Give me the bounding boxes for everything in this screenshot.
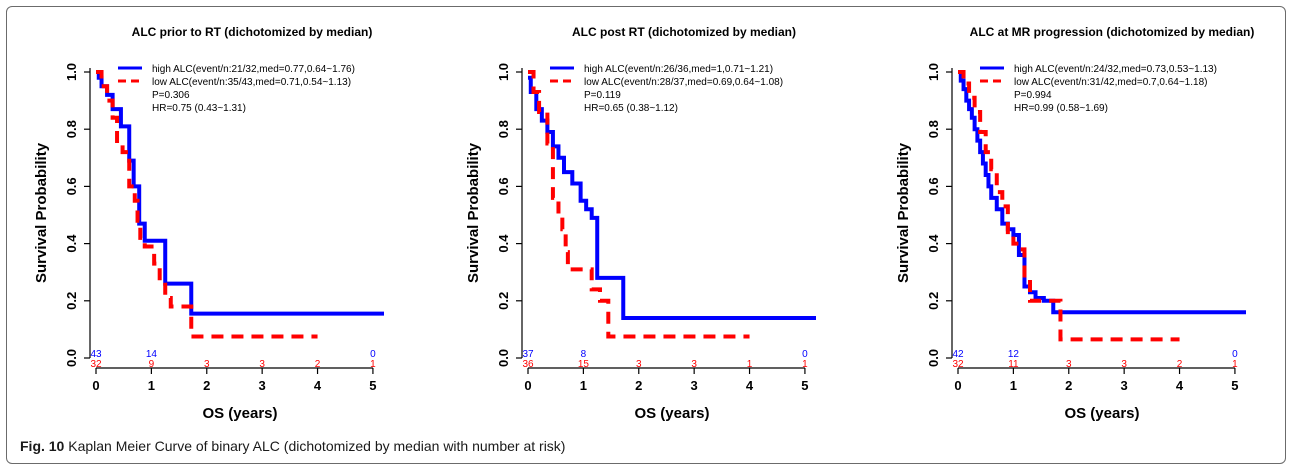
y-tick-label: 1.0 — [926, 63, 941, 81]
km-panel-post-rt: ALC post RT (dichotomized by median) 0.0 0… — [465, 25, 816, 422]
y-tick-label: 0.6 — [64, 177, 79, 195]
y-tick-label: 0.4 — [926, 234, 941, 253]
x-axis-label: OS (years) — [634, 405, 709, 422]
legend-entry: high ALC(event/n:21/32,med=0.77,0.64~1.7… — [152, 64, 355, 75]
at-risk-low: 11 — [1008, 359, 1019, 370]
x-tick-label: 2 — [203, 378, 210, 393]
figure-caption: Fig. 10 Kaplan Meier Curve of binary ALC… — [20, 438, 565, 454]
at-risk-low: 1 — [1232, 359, 1238, 370]
y-tick-label: 0.4 — [64, 234, 79, 253]
y-tick-label: 0.2 — [496, 292, 511, 310]
legend-stat: P=0.306 — [152, 90, 190, 101]
figure-frame — [6, 6, 1286, 464]
x-tick-label: 3 — [259, 378, 266, 393]
at-risk-high: 42 — [952, 349, 964, 360]
x-tick-label: 1 — [1010, 378, 1017, 393]
legend-entry: high ALC(event/n:24/32,med=0.73,0.53~1.1… — [1014, 64, 1217, 75]
x-tick-label: 4 — [314, 378, 322, 393]
at-risk-low: 3 — [691, 359, 697, 370]
y-axis-label: Survival Probability — [895, 142, 912, 283]
at-risk-high: 12 — [1008, 349, 1020, 360]
at-risk-low: 1 — [747, 359, 753, 370]
at-risk-low: 3 — [1066, 359, 1072, 370]
legend-stat: HR=0.65 (0.38~1.12) — [584, 103, 678, 114]
y-tick-label: 0.0 — [64, 349, 79, 367]
at-risk-low: 3 — [204, 359, 210, 370]
x-tick-label: 3 — [1121, 378, 1128, 393]
y-tick-label: 0.8 — [64, 120, 79, 138]
at-risk-high: 14 — [146, 349, 158, 360]
x-tick-label: 0 — [954, 378, 961, 393]
y-axis-label: Survival Probability — [33, 142, 50, 283]
at-risk-low: 9 — [149, 359, 155, 370]
low-alc-curve — [96, 70, 318, 339]
km-panel-prior-rt: ALC prior to RT (dichotomized by median)… — [33, 25, 384, 422]
legend-stat: P=0.994 — [1014, 90, 1052, 101]
at-risk-low: 3 — [1121, 359, 1127, 370]
x-tick-label: 3 — [691, 378, 698, 393]
x-axis-label: OS (years) — [202, 405, 277, 422]
legend-stat: HR=0.75 (0.43~1.31) — [152, 103, 246, 114]
caption-text: Kaplan Meier Curve of binary ALC (dichot… — [68, 438, 566, 454]
low-alc-curve — [958, 70, 1180, 342]
x-tick-label: 5 — [801, 378, 808, 393]
legend-entry: low ALC(event/n:31/42,med=0.7,0.64~1.18) — [1014, 77, 1207, 88]
legend-stat: P=0.119 — [584, 90, 621, 101]
at-risk-low: 2 — [315, 359, 321, 370]
at-risk-low: 32 — [90, 359, 102, 370]
y-axis-label: Survival Probability — [465, 142, 482, 283]
chart-title: ALC prior to RT (dichotomized by median) — [132, 25, 373, 39]
legend-entry: low ALC(event/n:28/37,med=0.69,0.64~1.08… — [584, 77, 783, 88]
at-risk-low: 15 — [578, 359, 590, 370]
at-risk-high: 0 — [802, 349, 808, 360]
chart-title: ALC at MR progression (dichotomized by m… — [970, 25, 1255, 39]
at-risk-low: 3 — [636, 359, 642, 370]
x-tick-label: 5 — [369, 378, 376, 393]
at-risk-low: 3 — [259, 359, 265, 370]
y-tick-label: 0.8 — [926, 120, 941, 138]
x-tick-label: 1 — [580, 378, 587, 393]
y-tick-label: 0.8 — [496, 120, 511, 138]
y-tick-label: 1.0 — [64, 63, 79, 81]
y-tick-label: 0.0 — [926, 349, 941, 367]
x-axis-label: OS (years) — [1064, 405, 1139, 422]
at-risk-high: 43 — [90, 349, 102, 360]
at-risk-low: 36 — [522, 359, 534, 370]
y-tick-label: 0.0 — [496, 349, 511, 367]
at-risk-low: 1 — [802, 359, 808, 370]
x-tick-label: 1 — [148, 378, 155, 393]
at-risk-high: 0 — [1232, 349, 1238, 360]
x-tick-label: 5 — [1231, 378, 1238, 393]
y-tick-label: 1.0 — [496, 63, 511, 81]
at-risk-low: 2 — [1177, 359, 1183, 370]
at-risk-high: 0 — [370, 349, 376, 360]
caption-label: Fig. 10 — [20, 438, 65, 454]
low-alc-curve — [528, 70, 750, 339]
at-risk-high: 8 — [581, 349, 587, 360]
km-panel-mr-progression: ALC at MR progression (dichotomized by m… — [895, 25, 1254, 422]
legend-entry: low ALC(event/n:35/43,med=0.71,0.54~1.13… — [152, 77, 351, 88]
y-tick-label: 0.4 — [496, 234, 511, 253]
y-tick-label: 0.2 — [64, 292, 79, 310]
legend-entry: high ALC(event/n:26/36,med=1,0.71~1.21) — [584, 64, 773, 75]
at-risk-low: 1 — [370, 359, 376, 370]
x-tick-label: 0 — [92, 378, 99, 393]
legend-stat: HR=0.99 (0.58~1.69) — [1014, 103, 1108, 114]
chart-title: ALC post RT (dichotomized by median) — [572, 25, 796, 39]
y-tick-label: 0.2 — [926, 292, 941, 310]
at-risk-low: 32 — [952, 359, 964, 370]
y-tick-label: 0.6 — [926, 177, 941, 195]
x-tick-label: 4 — [1176, 378, 1184, 393]
x-tick-label: 2 — [1065, 378, 1072, 393]
at-risk-high: 37 — [522, 349, 534, 360]
x-tick-label: 4 — [746, 378, 754, 393]
y-tick-label: 0.6 — [496, 177, 511, 195]
x-tick-label: 2 — [635, 378, 642, 393]
x-tick-label: 0 — [524, 378, 531, 393]
